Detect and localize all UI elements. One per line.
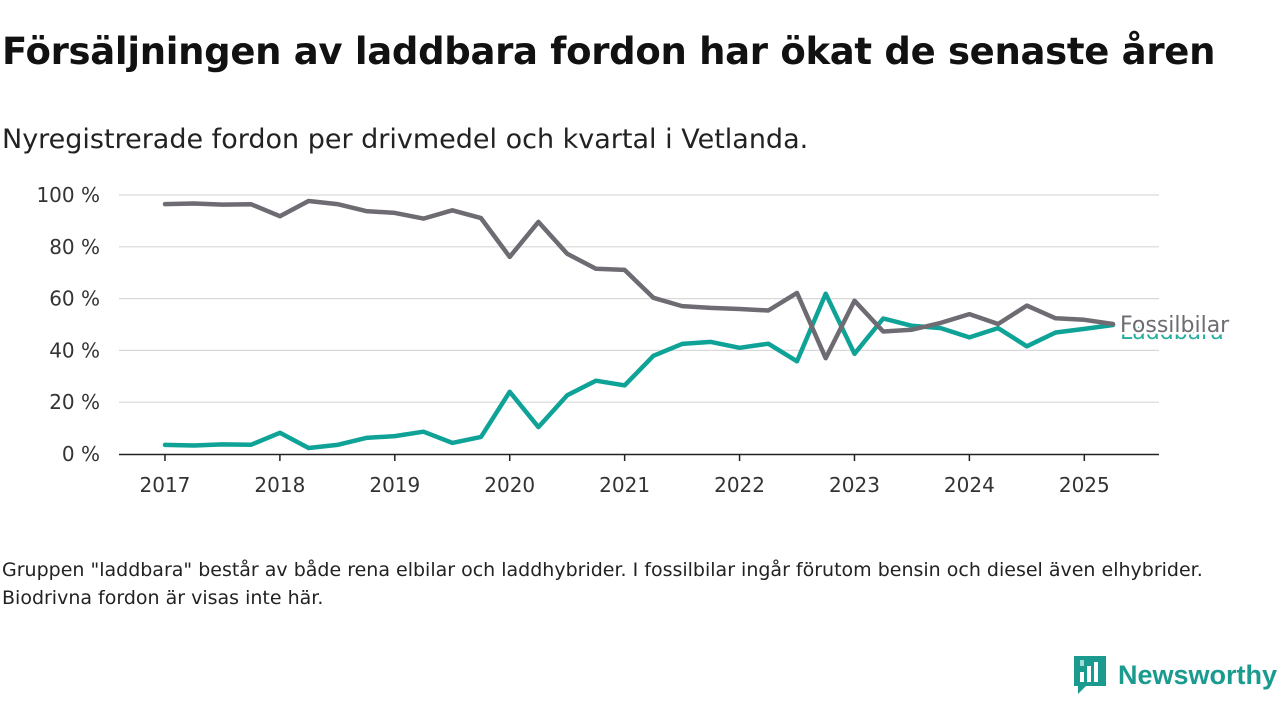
- series-label-laddbara: Laddbara: [1120, 320, 1224, 345]
- x-tick-label: 2020: [484, 473, 535, 497]
- series-line-laddbara: [162, 291, 1116, 451]
- x-tick-label: 2023: [829, 473, 880, 497]
- series-lines: [162, 198, 1116, 451]
- x-tick-label: 2024: [944, 473, 995, 497]
- line-chart: 0 % 20 % 40 % 60 % 80 % 100 % 2017 2018 2019 202…: [36, 183, 1233, 497]
- x-tick-label: 2017: [140, 473, 191, 497]
- x-tick-label: 2022: [714, 473, 765, 497]
- series-line-fossilbilar: [162, 198, 1116, 361]
- x-tick-label: 2019: [369, 473, 420, 497]
- y-axis-ticks: 0 % 20 % 40 % 60 % 80 % 100 %: [36, 183, 100, 466]
- gridlines: [119, 194, 1159, 403]
- page-title: Försäljningen av laddbara fordon har öka…: [2, 30, 1216, 73]
- y-tick-label: 60 %: [49, 287, 100, 311]
- chart-subtitle: Nyregistrerade fordon per drivmedel och …: [2, 124, 809, 155]
- footnote: Gruppen "laddbara" består av både rena e…: [2, 559, 1203, 609]
- y-tick-label: 40 %: [49, 338, 100, 362]
- y-tick-label: 0 %: [62, 442, 100, 466]
- x-tick-label: 2025: [1059, 473, 1110, 497]
- x-tick-label: 2018: [254, 473, 305, 497]
- x-tick-label: 2021: [599, 473, 650, 497]
- newsworthy-logo-icon: [1074, 656, 1106, 694]
- series-label-fossilbilar: Fossilbilar: [1120, 313, 1230, 338]
- y-tick-label: 80 %: [49, 235, 100, 259]
- brand-logo[interactable]: Newsworthy: [1072, 654, 1277, 696]
- y-tick-label: 20 %: [49, 390, 100, 414]
- x-axis-ticks: 2017 2018 2019 2020 2021 2022 2023 2024 2025: [140, 454, 1110, 497]
- y-tick-label: 100 %: [36, 183, 100, 207]
- brand-name: Newsworthy: [1118, 659, 1278, 690]
